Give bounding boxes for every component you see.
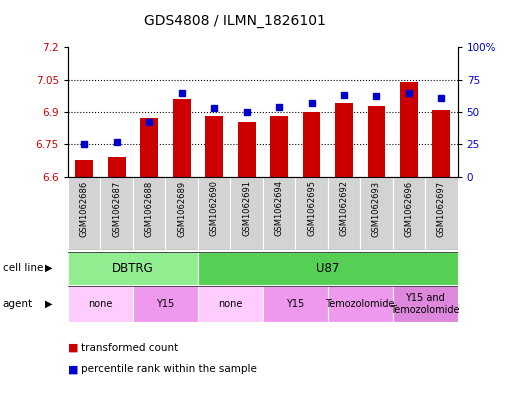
Text: agent: agent — [3, 299, 33, 309]
Bar — [133, 286, 198, 322]
Text: Temozolomide: Temozolomide — [325, 299, 395, 309]
Bar — [230, 177, 263, 250]
Bar — [75, 160, 93, 177]
Text: transformed count: transformed count — [81, 343, 178, 353]
Bar — [68, 252, 198, 285]
Bar — [263, 177, 295, 250]
Text: none: none — [218, 299, 243, 309]
Bar — [237, 122, 256, 177]
Bar — [328, 286, 393, 322]
Bar — [328, 177, 360, 250]
Text: GSM1062689: GSM1062689 — [177, 180, 186, 237]
Bar — [400, 82, 418, 177]
Text: GSM1062693: GSM1062693 — [372, 180, 381, 237]
Text: GSM1062696: GSM1062696 — [404, 180, 413, 237]
Bar — [270, 116, 288, 177]
Text: ■: ■ — [68, 343, 78, 353]
Bar — [295, 177, 328, 250]
Text: percentile rank within the sample: percentile rank within the sample — [81, 364, 257, 375]
Text: none: none — [88, 299, 112, 309]
Text: ▶: ▶ — [45, 263, 52, 273]
Bar — [433, 110, 450, 177]
Bar — [173, 99, 190, 177]
Bar — [165, 177, 198, 250]
Bar — [205, 116, 223, 177]
Bar — [425, 177, 458, 250]
Bar — [360, 177, 393, 250]
Text: ■: ■ — [68, 364, 78, 375]
Text: cell line: cell line — [3, 263, 43, 273]
Bar — [133, 177, 165, 250]
Text: Y15 and
Temozolomide: Y15 and Temozolomide — [390, 293, 460, 315]
Bar — [68, 177, 100, 250]
Bar — [368, 105, 385, 177]
Text: GSM1062695: GSM1062695 — [307, 180, 316, 237]
Text: GSM1062687: GSM1062687 — [112, 180, 121, 237]
Text: Y15: Y15 — [156, 299, 175, 309]
Text: GSM1062694: GSM1062694 — [275, 180, 283, 237]
Text: GSM1062690: GSM1062690 — [210, 180, 219, 237]
Bar — [198, 177, 230, 250]
Text: GSM1062691: GSM1062691 — [242, 180, 251, 237]
Text: GSM1062688: GSM1062688 — [145, 180, 154, 237]
Bar — [393, 286, 458, 322]
Bar — [198, 252, 458, 285]
Bar — [263, 286, 328, 322]
Bar — [335, 103, 353, 177]
Text: GSM1062697: GSM1062697 — [437, 180, 446, 237]
Text: U87: U87 — [316, 262, 339, 275]
Text: GDS4808 / ILMN_1826101: GDS4808 / ILMN_1826101 — [144, 14, 326, 28]
Text: GSM1062686: GSM1062686 — [79, 180, 89, 237]
Bar — [100, 177, 133, 250]
Bar — [198, 286, 263, 322]
Text: Y15: Y15 — [286, 299, 304, 309]
Text: DBTRG: DBTRG — [112, 262, 154, 275]
Text: ▶: ▶ — [45, 299, 52, 309]
Bar — [303, 112, 321, 177]
Bar — [393, 177, 425, 250]
Text: GSM1062692: GSM1062692 — [339, 180, 348, 237]
Bar — [108, 157, 126, 177]
Bar — [140, 118, 158, 177]
Bar — [68, 286, 133, 322]
